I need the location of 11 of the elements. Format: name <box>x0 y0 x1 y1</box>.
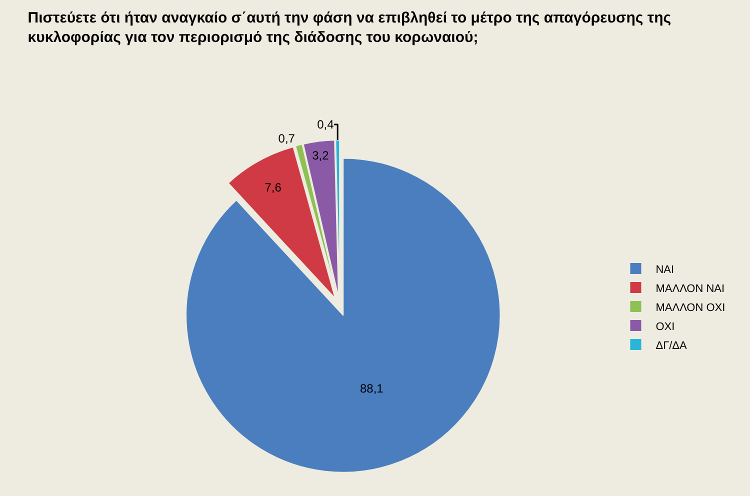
legend-label: ΜΑΛΛΟΝ ΟΧΙ <box>656 302 726 314</box>
legend-label: ΔΓ/ΔΑ <box>656 340 688 352</box>
legend-label: ΟΧΙ <box>656 320 675 333</box>
legend-label: ΜΑΛΛΟΝ ΝΑΙ <box>656 282 725 295</box>
legend-label: ΝΑΙ <box>656 264 674 276</box>
data-label: 88,1 <box>360 381 384 396</box>
chart-title: Πιστεύετε ότι ήταν αναγκαίο σ΄αυτή την φάση να επιβληθεί το μέτρο της απαγόρευσης της κυκλοφορίας για τον περιορισμό της διάδοσης του κορωναιού; <box>28 9 672 46</box>
data-label: 0,4 <box>317 118 334 132</box>
data-label: 0,7 <box>278 132 296 146</box>
data-label: 7,6 <box>264 180 282 194</box>
data-label: 3,2 <box>312 148 330 163</box>
